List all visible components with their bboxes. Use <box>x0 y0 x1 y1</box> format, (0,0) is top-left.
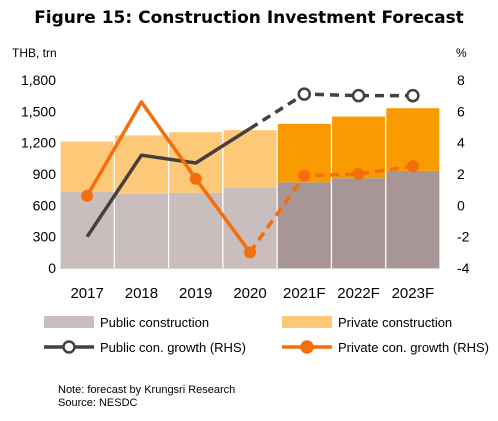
category-label: 2023F <box>392 285 435 302</box>
category-label: 2018 <box>125 285 158 302</box>
source-text: Source: NESDC <box>58 397 138 409</box>
category-label: 2019 <box>179 285 212 302</box>
left-tick-label: 300 <box>33 229 57 245</box>
right-tick-label: 0 <box>457 197 465 213</box>
note-text: Note: forecast by Krungsri Research <box>58 384 236 396</box>
public-growth-marker <box>406 88 420 103</box>
right-tick-label: 4 <box>457 135 465 151</box>
left-tick-label: 1,200 <box>21 135 56 151</box>
private-growth-marker <box>298 169 311 182</box>
chart-notes: Note: forecast by Krungsri Research Sour… <box>58 384 235 410</box>
private-growth-marker <box>352 168 365 180</box>
left-axis-unit: THB, trn <box>12 46 57 60</box>
left-tick-label: 1,500 <box>21 103 56 119</box>
category-label: 2021F <box>283 285 326 302</box>
legend-label: Public construction <box>100 315 209 330</box>
category-label: 2022F <box>337 285 380 302</box>
left-tick-label: 1,800 <box>21 72 56 88</box>
public-growth-marker <box>297 87 312 101</box>
bar-public-construction <box>114 193 168 268</box>
category-label: 2020 <box>233 285 266 302</box>
private-growth-line-forecast <box>248 164 414 254</box>
right-tick-label: 6 <box>457 103 465 119</box>
legend-marker <box>300 340 314 354</box>
right-tick-label: -2 <box>457 229 470 245</box>
right-tick-label: 8 <box>457 72 465 88</box>
legend-label: Private con. growth (RHS) <box>338 340 489 355</box>
bar-private-construction <box>332 116 386 179</box>
legend-swatch <box>282 316 332 328</box>
legend-marker <box>62 340 76 354</box>
legend-label: Public con. growth (RHS) <box>100 340 246 355</box>
public-growth-marker <box>351 88 366 103</box>
private-growth-marker <box>81 189 94 202</box>
private-growth-marker <box>189 172 202 185</box>
right-axis-unit: % <box>456 46 467 60</box>
chart-title: Figure 15: Construction Investment Forec… <box>34 8 464 28</box>
left-tick-label: 0 <box>48 260 56 276</box>
bar-public-construction <box>386 170 440 268</box>
left-tick-label: 600 <box>33 197 57 213</box>
public-growth-line-forecast <box>249 92 413 131</box>
left-tick-label: 900 <box>33 166 57 182</box>
bar-public-construction <box>60 191 114 268</box>
bar-public-construction <box>332 178 386 268</box>
right-tick-label: -4 <box>457 260 470 276</box>
right-tick-label: 2 <box>457 166 465 182</box>
bar-public-construction <box>277 182 331 268</box>
private-growth-line-actual <box>85 100 252 254</box>
legend-label: Private construction <box>338 315 452 330</box>
private-growth-marker <box>244 246 256 259</box>
public-growth-line-actual <box>85 127 251 238</box>
legend-swatch <box>44 316 94 328</box>
private-growth-marker <box>406 160 419 173</box>
category-label: 2017 <box>70 285 103 302</box>
